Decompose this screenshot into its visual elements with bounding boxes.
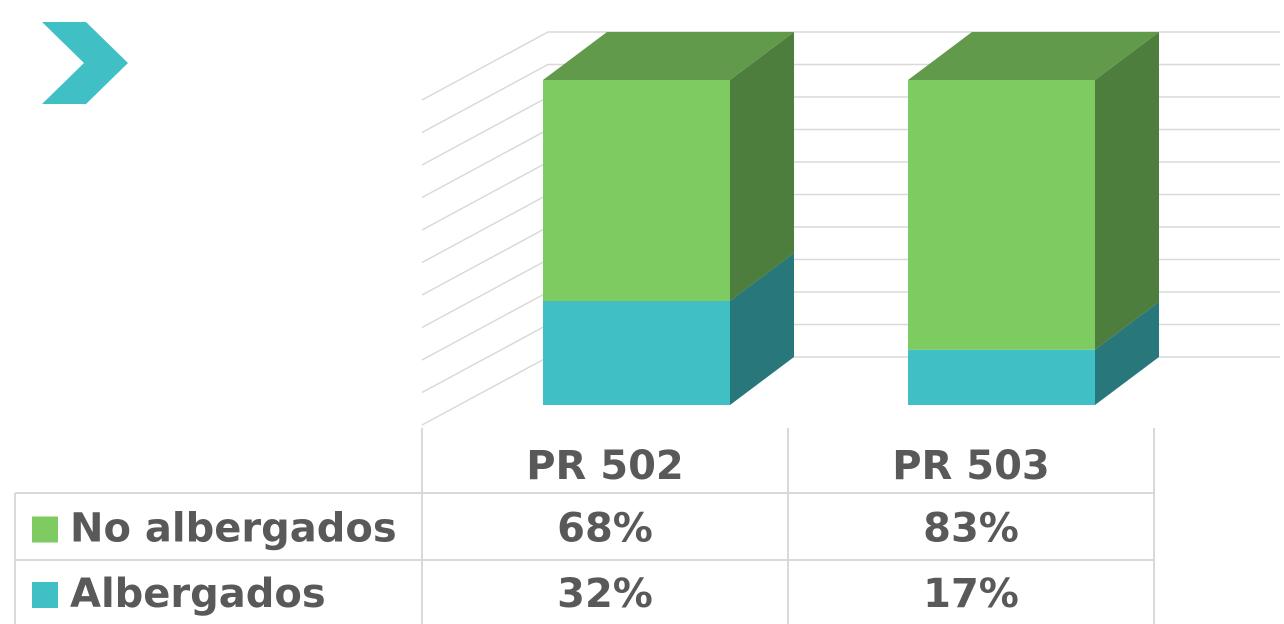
table-value: 83% (923, 506, 1019, 552)
bar-front (908, 80, 1095, 350)
bar-top (908, 32, 1159, 80)
table-header: PR 502 (526, 443, 684, 489)
table-value: 32% (557, 571, 653, 617)
chevron-icon (42, 22, 128, 104)
bar-front (543, 80, 730, 301)
bar-side (1095, 32, 1159, 350)
legend-label: Albergados (70, 571, 326, 617)
legend-label: No albergados (70, 506, 397, 552)
bar-front (908, 349, 1095, 405)
table-value: 68% (557, 506, 653, 552)
bar-side (730, 253, 794, 405)
table-header: PR 503 (892, 443, 1050, 489)
table-value: 17% (923, 571, 1019, 617)
bar-side (730, 32, 794, 301)
legend-swatch (32, 516, 58, 543)
legend-swatch (32, 582, 58, 608)
bar-side (1095, 301, 1159, 405)
bar-top (543, 32, 794, 80)
bar-front (543, 301, 730, 405)
